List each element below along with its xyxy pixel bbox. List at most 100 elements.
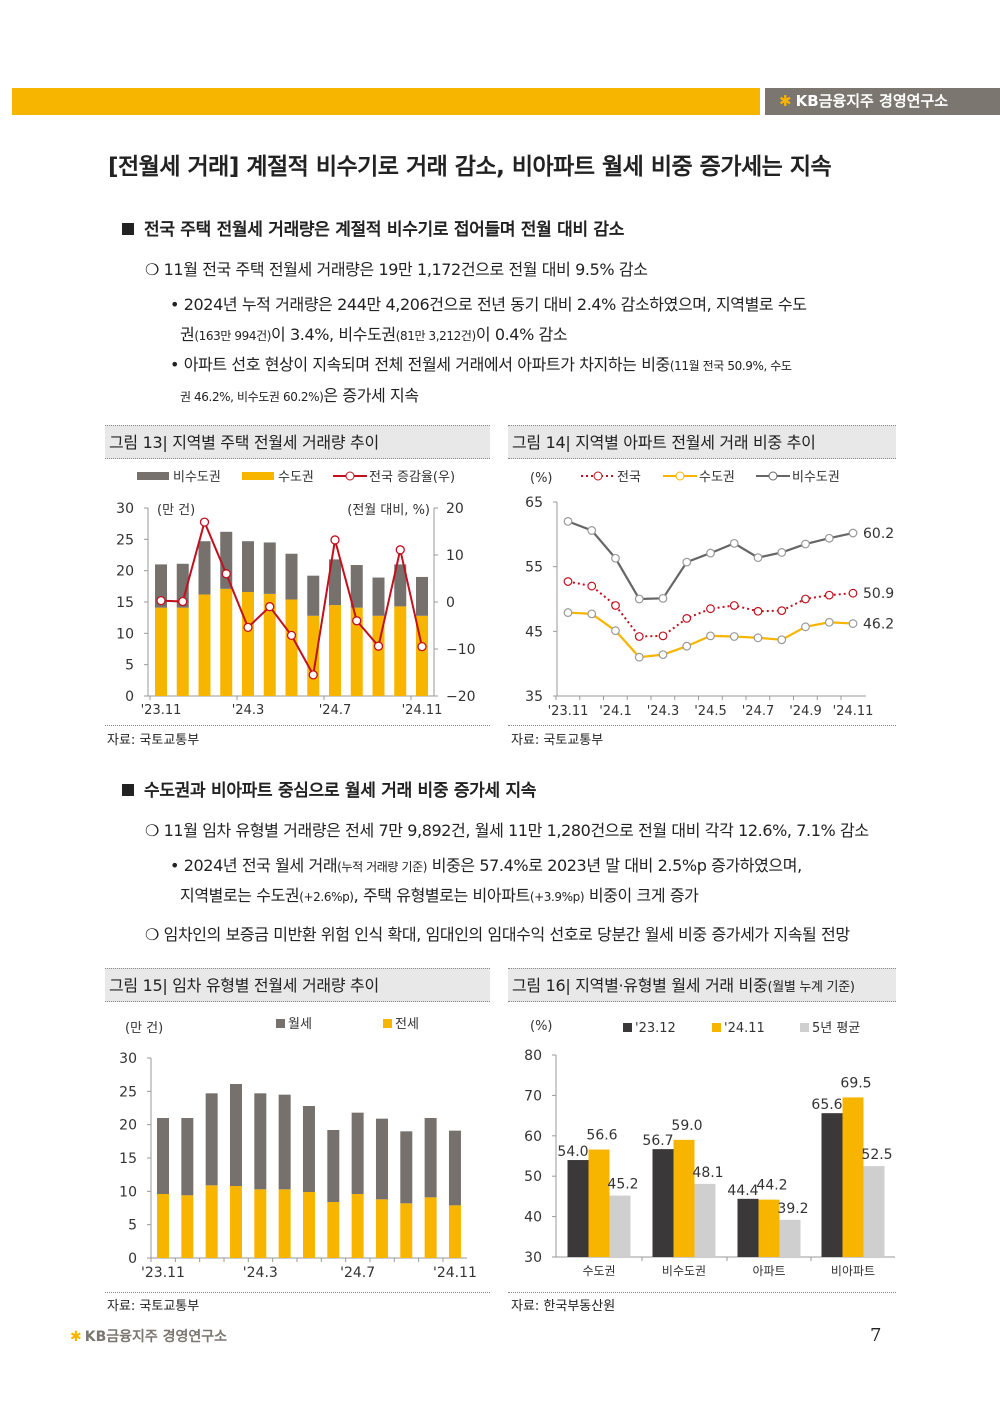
left-y-tick-label: 35: [525, 689, 543, 705]
bar-비수도권: [416, 576, 428, 616]
line-point: [777, 606, 787, 616]
line-point: [563, 577, 573, 586]
data-label: 44.2: [756, 1178, 787, 1194]
bullet-text: 임차인의 보증금 미반환 위험 인식 확대, 임대인의 임대수익 선호로 당분간…: [163, 925, 850, 944]
line-point: [563, 517, 573, 526]
y-axis-label: (%): [530, 471, 553, 486]
data-label: 52.5: [861, 1147, 892, 1163]
end-value-label: 60.2: [863, 526, 894, 542]
bar-월세: [400, 1131, 413, 1204]
line-point: [658, 650, 668, 660]
bar-수도권: [285, 599, 298, 696]
bar-비수도권: [350, 565, 363, 608]
bar-전세: [229, 1186, 242, 1258]
line-point: [706, 548, 715, 558]
line-point: [634, 594, 644, 604]
bar-5년 평균: [779, 1219, 801, 1257]
bar-비수도권: [220, 531, 233, 589]
legend-label: '23.12: [635, 1021, 676, 1036]
figure13-chart: 0 5 10 15 20 25 30 −20 −10 0 10 20 (만 건) (전월 대비, %) '2…: [116, 470, 475, 718]
bar-5년 평균: [694, 1183, 716, 1257]
line-point: [587, 609, 597, 619]
bar-수도권: [263, 593, 276, 696]
section1-heading: 전국 주택 전월세 거래량은 계절적 비수기로 접어들며 전월 대비 감소: [122, 215, 624, 240]
t: 권: [180, 325, 195, 344]
data-label: 44.4: [727, 1183, 758, 1199]
t: (11월 전국 50.9%, 수도: [669, 359, 792, 373]
category-label: 비수도권: [662, 1264, 706, 1278]
bar-수도권: [394, 606, 407, 696]
bar-수도권: [220, 588, 233, 696]
bar-'23.12: [567, 1160, 589, 1257]
section1-sub2-line2: 권 46.2%, 비수도권 60.2%)은 증가세 지속: [180, 382, 419, 406]
x-tick-label: '24.11: [433, 1265, 477, 1281]
legend-label: 비수도권: [173, 470, 221, 485]
line-point: [706, 604, 715, 614]
line-point: [395, 545, 405, 555]
figure16-source: 자료: 한국부동산원: [511, 1299, 616, 1314]
line-비수도권: [567, 520, 854, 601]
line-point: [178, 596, 188, 607]
bar-비수도권: [394, 564, 407, 607]
line-point: [199, 517, 210, 527]
bar-비수도권: [263, 542, 276, 594]
section2-sub1-line2: 지역별로는 수도권(+2.6%p), 주택 유형별로는 비아파트(+3.9%p)…: [180, 882, 699, 906]
x-tick-label: '24.3: [647, 704, 680, 719]
line-point: [682, 557, 692, 567]
bar-전세: [302, 1192, 315, 1258]
data-label: 59.0: [671, 1118, 702, 1134]
header-logo-text: KB금융지주 경영연구소: [795, 92, 949, 110]
bar-'24.11: [673, 1139, 695, 1257]
line-point: [221, 569, 231, 579]
line-point: [777, 635, 787, 645]
left-y-tick-label: 20: [119, 1118, 137, 1134]
t: 권 46.2%, 비수도권 60.2%): [180, 390, 324, 404]
figure13-source: 자료: 국토교통부: [107, 733, 200, 748]
left-y-tick-label: 5: [125, 658, 134, 674]
x-tick-label: '24.7: [340, 1265, 375, 1281]
t: (+3.9%p): [529, 890, 585, 904]
bar-전세: [375, 1199, 388, 1258]
bar-수도권: [242, 591, 254, 696]
t: , 주택 유형별로는 비아파트: [353, 886, 531, 905]
right-y-tick-label: 20: [446, 501, 464, 517]
end-value-label: 46.2: [863, 617, 894, 633]
legend-swatch: [800, 1023, 809, 1032]
line-point: [706, 631, 715, 641]
bar-월세: [448, 1130, 461, 1206]
x-tick-label: '24.7: [742, 704, 775, 719]
legend-label: 비수도권: [792, 470, 840, 485]
section1-sub2-line1: • 아파트 선호 현상이 지속되며 전체 전월세 거래에서 아파트가 차지하는 …: [170, 355, 792, 374]
line-point: [729, 538, 739, 548]
t: 그림 16| 지역별·유형별 월세 거래 비중: [512, 976, 768, 995]
bar-전세: [157, 1194, 169, 1258]
line-point: [848, 528, 858, 538]
line-point: [848, 619, 858, 628]
line-point: [286, 630, 297, 641]
left-y-tick-label: 0: [128, 1251, 137, 1267]
bar-비수도권: [372, 577, 385, 616]
line-point: [824, 590, 834, 600]
figure14-title: 그림 14| 지역별 아파트 전월세 거래 비중 추이: [508, 425, 896, 459]
line-point: [753, 633, 763, 643]
left-y-tick-label: 10: [119, 1184, 137, 1200]
line-point: [848, 588, 858, 598]
divider: [105, 1292, 490, 1293]
data-label: 45.2: [607, 1177, 638, 1193]
bar-5년 평균: [863, 1166, 885, 1257]
section1-bullet1: ❍ 11월 전국 주택 전월세 거래량은 19만 1,172건으로 전월 대비 …: [145, 260, 648, 279]
x-tick-label: '24.3: [243, 1265, 278, 1281]
figure15-title: 그림 15| 임차 유형별 전월세 거래량 추이: [105, 968, 490, 1002]
line-point: [753, 553, 763, 563]
bar-수도권: [329, 605, 341, 696]
left-y-tick-label: 15: [116, 595, 134, 611]
bar-월세: [351, 1112, 364, 1194]
data-label: 54.0: [557, 1144, 588, 1160]
line-point: [824, 617, 834, 627]
left-y-tick-label: 10: [116, 626, 134, 642]
section2-bullet2: ❍ 임차인의 보증금 미반환 위험 인식 확대, 임대인의 임대수익 선호로 당…: [145, 925, 850, 944]
left-y-tick-label: 65: [525, 495, 543, 511]
t: 비중은 57.4%로 2023년 말 대비 2.5%p 증가하였으며,: [427, 856, 802, 875]
line-point: [777, 548, 787, 557]
line-point: [563, 608, 573, 617]
